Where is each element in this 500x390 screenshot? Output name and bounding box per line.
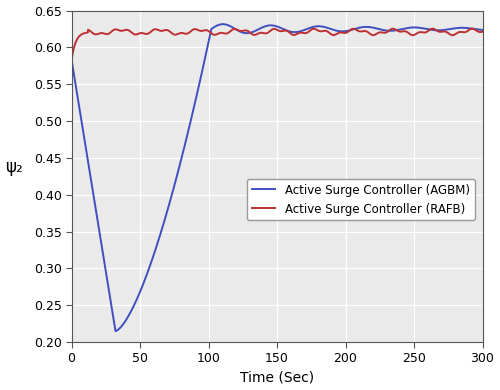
Active Surge Controller (AGBM)	[476, 27, 482, 32]
Active Surge Controller (RAFB)	[476, 30, 482, 34]
Legend: Active Surge Controller (AGBM), Active Surge Controller (RAFB): Active Surge Controller (AGBM), Active S…	[247, 179, 474, 220]
Active Surge Controller (RAFB)	[224, 31, 230, 36]
Active Surge Controller (AGBM)	[112, 329, 118, 333]
Active Surge Controller (RAFB)	[480, 29, 486, 34]
Active Surge Controller (AGBM)	[220, 22, 226, 27]
Active Surge Controller (RAFB)	[68, 58, 74, 62]
X-axis label: Time (Sec): Time (Sec)	[240, 370, 314, 385]
Y-axis label: ψ₂: ψ₂	[6, 158, 24, 176]
Active Surge Controller (AGBM)	[253, 28, 259, 33]
Active Surge Controller (RAFB)	[164, 28, 170, 32]
Active Surge Controller (AGBM)	[168, 194, 174, 199]
Active Surge Controller (AGBM)	[480, 28, 486, 32]
Active Surge Controller (AGBM)	[164, 209, 170, 214]
Line: Active Surge Controller (RAFB): Active Surge Controller (RAFB)	[72, 28, 482, 60]
Active Surge Controller (AGBM)	[166, 202, 172, 206]
Active Surge Controller (AGBM)	[224, 22, 230, 27]
Active Surge Controller (RAFB)	[166, 29, 172, 34]
Active Surge Controller (RAFB)	[252, 32, 258, 37]
Active Surge Controller (AGBM)	[68, 58, 74, 62]
Active Surge Controller (RAFB)	[168, 30, 174, 35]
Line: Active Surge Controller (AGBM): Active Surge Controller (AGBM)	[72, 24, 482, 331]
Active Surge Controller (RAFB)	[469, 26, 475, 31]
